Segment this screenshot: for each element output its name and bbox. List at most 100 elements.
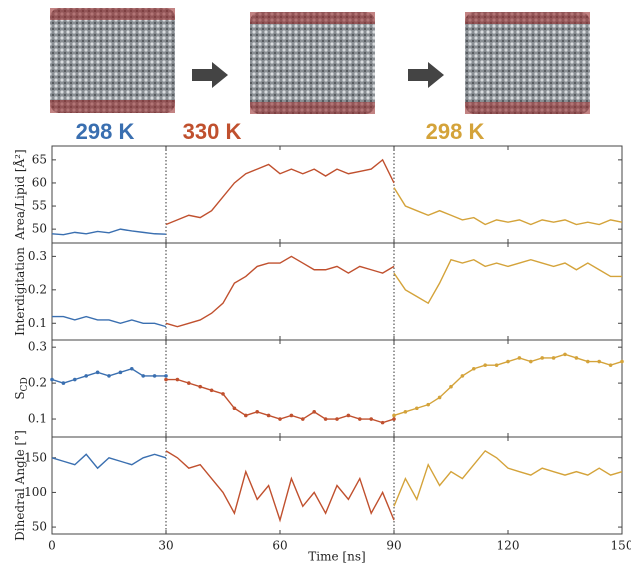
data-point: [289, 413, 294, 418]
panel-frame: [51, 339, 623, 438]
data-point: [152, 374, 157, 378]
data-point: [335, 417, 339, 421]
data-point: [426, 402, 431, 407]
data-line: [51, 453, 167, 470]
data-point: [586, 359, 590, 364]
data-point: [61, 381, 66, 385]
x-tick-label: 60: [272, 539, 287, 553]
data-point: [346, 413, 351, 418]
temperature-label: 298 K: [426, 119, 485, 144]
data-line: [52, 315, 167, 328]
data-point: [517, 356, 522, 360]
data-point: [574, 356, 579, 360]
data-point: [608, 363, 613, 367]
data-point: [483, 363, 488, 367]
data-point: [494, 363, 499, 367]
data-point: [597, 359, 601, 364]
headgroups: [465, 12, 590, 24]
data-point: [563, 352, 567, 357]
headgroups: [50, 8, 175, 20]
headgroups: [250, 12, 375, 24]
data-point: [221, 392, 225, 396]
y-axis-label: Interdigitation: [13, 247, 27, 336]
snapshot: [250, 12, 375, 114]
data-point: [403, 410, 408, 414]
data-point: [460, 374, 465, 378]
data-point: [392, 413, 396, 418]
y-axis-label-text: Interdigitation: [13, 247, 27, 336]
data-point: [255, 410, 259, 414]
data-point: [369, 417, 374, 421]
data-point: [164, 374, 168, 378]
data-point: [472, 366, 476, 371]
snapshots: [50, 8, 590, 114]
data-point: [358, 417, 362, 421]
panel-frame: [51, 145, 623, 244]
x-tick-label: 120: [497, 539, 520, 553]
data-line: [51, 228, 167, 236]
data-point: [130, 366, 134, 371]
data-point: [50, 377, 54, 382]
data-point: [164, 377, 168, 382]
data-point: [107, 374, 111, 378]
y-axis-label-text: Dihedral Angle [°]: [13, 430, 27, 541]
snapshot: [465, 12, 590, 114]
data-point: [551, 356, 556, 360]
data-point: [118, 370, 123, 375]
data-line: [393, 258, 622, 305]
y-tick-label: 55: [32, 199, 47, 213]
data-point: [84, 374, 88, 378]
data-point: [175, 377, 180, 382]
data-point: [540, 356, 544, 360]
data-point: [529, 359, 533, 364]
data-point: [415, 406, 419, 411]
arrow: [192, 62, 228, 88]
y-axis-label-subscript: CD: [20, 377, 30, 391]
panel-frame: [51, 436, 623, 535]
y-tick-label: 50: [32, 520, 47, 534]
x-tick-label: 0: [48, 539, 56, 553]
data-point: [620, 359, 624, 364]
data-point: [73, 377, 77, 382]
data-point: [312, 410, 317, 414]
temperature-label: 330 K: [183, 119, 242, 144]
y-tick-label: 0.3: [28, 249, 47, 263]
y-tick-label: 65: [32, 152, 47, 166]
y-tick-label: 150: [24, 450, 47, 464]
y-axis-label-text: Area/Lipid [Å²]: [12, 149, 27, 240]
x-tick-label: 150: [611, 539, 631, 553]
data-point: [449, 384, 453, 389]
data-point: [95, 370, 100, 375]
y-tick-label: 0.1: [28, 412, 47, 426]
headgroups: [465, 102, 590, 114]
data-point: [266, 413, 271, 418]
y-axis-label: Area/Lipid [Å²]: [12, 149, 27, 240]
y-tick-label: 60: [32, 175, 47, 189]
data-point: [392, 417, 396, 421]
snapshot: [50, 8, 175, 113]
data-line: [393, 187, 623, 226]
data-line: [393, 449, 623, 507]
y-tick-label: 0.3: [28, 340, 47, 354]
y-axis-label: SCD: [13, 377, 30, 399]
y-axis-label: Dihedral Angle [°]: [13, 430, 27, 541]
data-line: [165, 450, 395, 523]
data-point: [232, 406, 237, 411]
data-line: [165, 158, 395, 226]
y-tick-label: 0.2: [28, 282, 47, 296]
temperature-label: 298 K: [76, 119, 135, 144]
data-point: [209, 388, 214, 393]
headgroups: [50, 100, 175, 113]
data-point: [198, 384, 202, 389]
y-tick-label: 100: [24, 485, 47, 499]
data-point: [141, 374, 145, 378]
x-tick-label: 90: [386, 539, 401, 553]
data-point: [301, 417, 305, 421]
y-tick-label: 0.2: [28, 376, 47, 390]
arrow: [408, 62, 444, 88]
data-point: [244, 413, 248, 418]
data-point: [278, 417, 282, 421]
y-tick-label: 0.1: [28, 316, 47, 330]
